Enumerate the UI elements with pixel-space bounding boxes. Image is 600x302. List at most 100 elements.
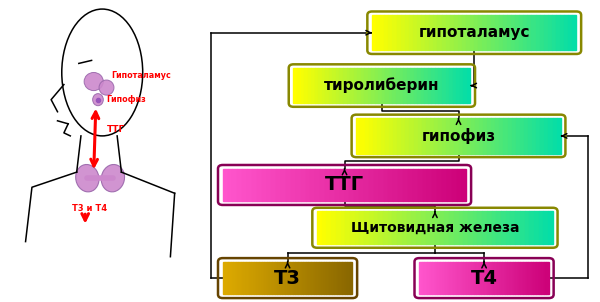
Bar: [443, 262, 445, 294]
Bar: [374, 169, 379, 201]
Bar: [272, 262, 275, 294]
Bar: [544, 118, 548, 153]
Bar: [454, 15, 458, 50]
Bar: [429, 15, 433, 50]
Bar: [349, 169, 354, 201]
Bar: [510, 262, 512, 294]
Bar: [305, 169, 310, 201]
Bar: [244, 262, 246, 294]
Bar: [364, 169, 369, 201]
Bar: [479, 262, 481, 294]
Bar: [446, 15, 450, 50]
Bar: [379, 169, 383, 201]
Bar: [238, 169, 242, 201]
Bar: [524, 211, 529, 244]
Bar: [376, 15, 380, 50]
Bar: [469, 262, 471, 294]
Bar: [478, 15, 482, 50]
Bar: [520, 118, 524, 153]
Ellipse shape: [99, 80, 114, 95]
Bar: [430, 262, 432, 294]
Bar: [306, 262, 308, 294]
Bar: [277, 169, 281, 201]
Bar: [325, 68, 329, 103]
Bar: [361, 68, 364, 103]
Bar: [515, 15, 519, 50]
Bar: [356, 118, 361, 153]
Bar: [434, 118, 438, 153]
Bar: [524, 118, 528, 153]
Bar: [417, 15, 421, 50]
Bar: [432, 169, 437, 201]
Bar: [515, 262, 518, 294]
Bar: [308, 262, 311, 294]
Bar: [499, 15, 503, 50]
Text: Гипофиз: Гипофиз: [107, 95, 146, 104]
Bar: [450, 15, 454, 50]
Bar: [454, 118, 458, 153]
Bar: [322, 211, 326, 244]
Bar: [503, 118, 508, 153]
Bar: [458, 262, 461, 294]
Bar: [422, 118, 426, 153]
Bar: [481, 262, 484, 294]
Bar: [492, 262, 494, 294]
Bar: [442, 118, 446, 153]
Bar: [314, 262, 316, 294]
Bar: [417, 68, 421, 103]
Bar: [422, 262, 424, 294]
Bar: [388, 169, 393, 201]
Bar: [375, 68, 379, 103]
Bar: [449, 211, 454, 244]
Bar: [290, 262, 293, 294]
Text: Т4: Т4: [470, 268, 497, 288]
Bar: [533, 262, 536, 294]
Bar: [435, 211, 440, 244]
Bar: [519, 15, 523, 50]
Bar: [463, 211, 468, 244]
Bar: [238, 262, 241, 294]
Bar: [326, 262, 329, 294]
Bar: [520, 262, 523, 294]
Bar: [322, 68, 325, 103]
Bar: [512, 262, 515, 294]
Bar: [424, 262, 427, 294]
Bar: [458, 211, 463, 244]
Bar: [297, 68, 301, 103]
Bar: [531, 262, 533, 294]
Bar: [247, 169, 252, 201]
Bar: [403, 68, 407, 103]
Bar: [446, 118, 451, 153]
Bar: [319, 262, 321, 294]
Bar: [301, 262, 303, 294]
Bar: [228, 262, 230, 294]
Bar: [398, 169, 403, 201]
Bar: [335, 169, 340, 201]
Bar: [414, 68, 417, 103]
Bar: [487, 118, 491, 153]
Bar: [418, 169, 422, 201]
Bar: [233, 262, 236, 294]
Bar: [329, 262, 332, 294]
Bar: [318, 68, 322, 103]
Bar: [527, 15, 532, 50]
Bar: [448, 262, 451, 294]
Bar: [539, 15, 544, 50]
Bar: [536, 262, 539, 294]
Text: ТТГ: ТТГ: [325, 175, 364, 194]
Bar: [440, 211, 445, 244]
Bar: [374, 211, 379, 244]
Bar: [346, 211, 350, 244]
Bar: [552, 15, 556, 50]
Bar: [316, 169, 320, 201]
Bar: [337, 262, 340, 294]
Bar: [382, 68, 385, 103]
Bar: [293, 262, 295, 294]
Bar: [380, 15, 385, 50]
Bar: [528, 118, 532, 153]
Bar: [442, 169, 447, 201]
Bar: [452, 169, 457, 201]
Bar: [242, 169, 247, 201]
Bar: [520, 211, 524, 244]
Bar: [557, 118, 560, 153]
